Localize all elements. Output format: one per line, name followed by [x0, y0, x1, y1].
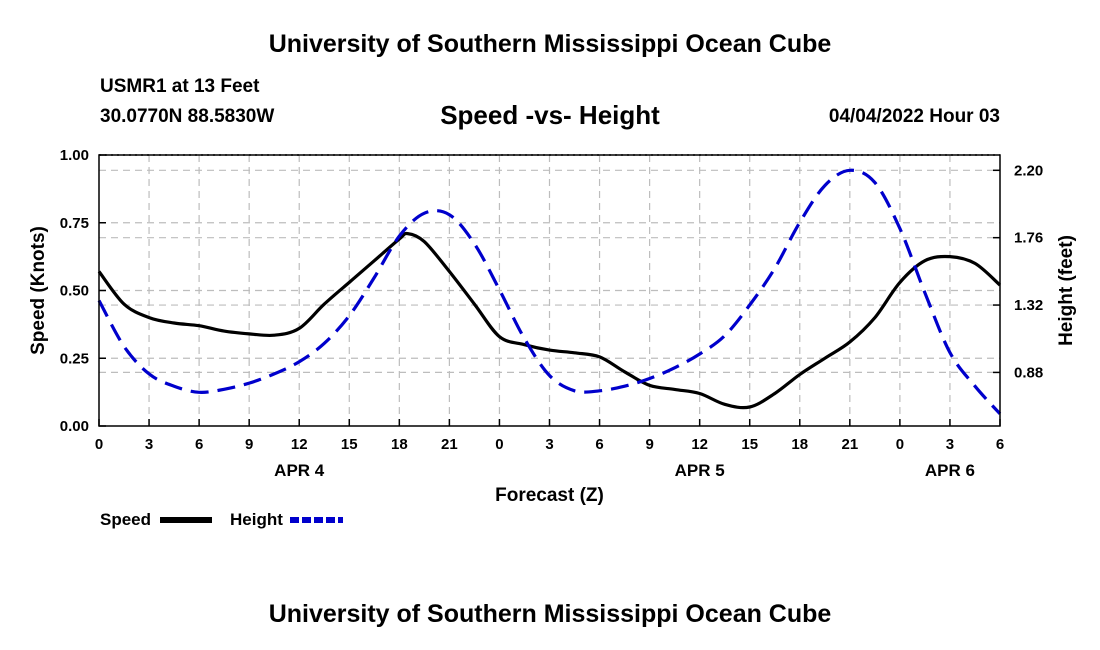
x-tick-label: 12 — [291, 436, 308, 453]
x-tick-label: 0 — [896, 436, 904, 453]
date-label: APR 5 — [675, 461, 725, 480]
y-tick-label: 0.50 — [60, 283, 89, 300]
speed-series-line — [97, 231, 1002, 410]
y2-tick-label: 2.20 — [1014, 162, 1043, 179]
axis-labels: 0 3 6 9 12 15 18 21 0 3 6 9 12 15 18 21 0 3 6 0.00 0.25 0.50 0… — [28, 147, 1077, 506]
y-tick-label: 0.25 — [60, 350, 89, 367]
date-label: APR 4 — [274, 461, 325, 480]
x-tick-label: 9 — [645, 436, 653, 453]
page-title: University of Southern Mississippi Ocean… — [268, 30, 832, 58]
x-tick-label: 6 — [195, 436, 203, 453]
grid-lines — [99, 154, 1000, 426]
station-label: USMR1 at 13 Feet — [100, 76, 260, 97]
x-axis-title: Forecast (Z) — [495, 485, 604, 506]
x-tick-label: 9 — [245, 436, 253, 453]
y2-tick-label: 1.32 — [1014, 297, 1043, 314]
footer-title: University of Southern Mississippi Ocean… — [268, 600, 832, 628]
forecast-datetime: 04/04/2022 Hour 03 — [828, 106, 1000, 127]
y-axis-title: Speed (Knots) — [28, 226, 49, 355]
x-tick-label: 15 — [741, 436, 758, 453]
x-tick-label: 0 — [95, 436, 103, 453]
y2-tick-label: 1.76 — [1014, 230, 1043, 247]
y-tick-label: 0.75 — [60, 215, 89, 232]
y2-axis-title: Height (feet) — [1056, 235, 1077, 346]
y2-tick-label: 0.88 — [1014, 364, 1043, 381]
series-lines — [97, 168, 1002, 415]
x-tick-label: 0 — [495, 436, 503, 453]
date-label: APR 6 — [925, 461, 975, 480]
chart-legend: Speed Height — [100, 510, 343, 529]
axis-ticks — [98, 154, 1001, 427]
chart-title: Speed -vs- Height — [440, 100, 660, 130]
x-tick-label: 6 — [595, 436, 603, 453]
y-tick-label: 0.00 — [60, 418, 89, 435]
station-coordinates: 30.0770N 88.5830W — [100, 106, 275, 127]
x-tick-label: 21 — [441, 436, 458, 453]
x-tick-label: 21 — [841, 436, 858, 453]
x-tick-label: 18 — [791, 436, 808, 453]
y-tick-label: 1.00 — [60, 147, 89, 164]
legend-label-speed: Speed — [100, 510, 151, 529]
x-tick-label: 3 — [946, 436, 954, 453]
height-series-line — [97, 168, 1002, 415]
legend-label-height: Height — [230, 510, 283, 529]
x-tick-label: 18 — [391, 436, 408, 453]
x-tick-label: 3 — [545, 436, 553, 453]
x-tick-label: 15 — [341, 436, 358, 453]
x-tick-label: 6 — [996, 436, 1004, 453]
chart-canvas: 0 3 6 9 12 15 18 21 0 3 6 9 12 15 18 21 0 3 6 0.00 0.25 0.50 0… — [28, 147, 1077, 529]
x-tick-label: 3 — [145, 436, 153, 453]
x-tick-label: 12 — [691, 436, 708, 453]
